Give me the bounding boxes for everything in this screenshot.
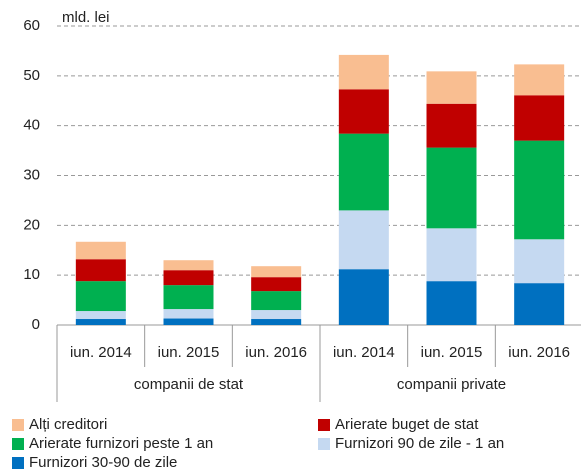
bar-segment <box>163 318 214 325</box>
bar-segment <box>338 54 389 90</box>
bar-segment <box>338 89 389 134</box>
x-tick-label: iun. 2014 <box>70 344 132 361</box>
bar-segment <box>251 310 302 320</box>
bar-segment <box>514 64 565 96</box>
x-tick-label: iun. 2014 <box>333 344 395 361</box>
bar-segment <box>251 291 302 311</box>
x-tick-label: iun. 2015 <box>158 344 220 361</box>
bar-segment <box>338 210 389 270</box>
bar-segment <box>251 277 302 292</box>
bar-segment <box>514 140 565 240</box>
bar-segment <box>338 133 389 211</box>
bar-segment <box>426 103 477 148</box>
bar-segment <box>426 281 477 325</box>
y-tick-label: 60 <box>23 17 40 34</box>
legend-swatch <box>318 419 330 431</box>
bar-segment <box>75 241 126 260</box>
bar-segment <box>251 266 302 278</box>
y-tick-label: 0 <box>32 316 40 333</box>
group-label: companii private <box>397 376 506 393</box>
bar-segment <box>163 270 214 286</box>
y-tick-label: 10 <box>23 266 40 283</box>
legend-swatch <box>318 438 330 450</box>
unit-label: mld. lei <box>62 9 110 26</box>
bar-segment <box>338 269 389 325</box>
x-tick-label: iun. 2016 <box>508 344 570 361</box>
legend-label: Furnizori 30-90 de zile <box>29 454 177 471</box>
bar-segment <box>75 311 126 320</box>
x-tick-label: iun. 2016 <box>245 344 307 361</box>
x-tick-label: iun. 2015 <box>421 344 483 361</box>
bar-segment <box>426 147 477 229</box>
bar-segment <box>163 309 214 319</box>
legend-label: Arierate furnizori peste 1 an <box>29 435 213 452</box>
legend-swatch <box>12 457 24 469</box>
bar-segment <box>75 259 126 282</box>
legend-label: Alți creditori <box>29 416 107 433</box>
legend-label: Furnizori 90 de zile - 1 an <box>335 435 504 452</box>
y-tick-label: 40 <box>23 117 40 134</box>
y-tick-label: 20 <box>23 216 40 233</box>
y-tick-label: 30 <box>23 166 40 183</box>
bar-segment <box>514 283 565 325</box>
bar-segment <box>514 239 565 284</box>
bar-segment <box>426 228 477 282</box>
bar-segment <box>75 319 126 325</box>
y-tick-label: 50 <box>23 67 40 84</box>
legend-swatch <box>12 419 24 431</box>
bar-segment <box>75 281 126 312</box>
bar-segment <box>251 319 302 325</box>
group-label: companii de stat <box>134 376 244 393</box>
bar-segment <box>163 285 214 310</box>
bar-segment <box>514 95 565 141</box>
bar-segment <box>426 71 477 104</box>
bar-segment <box>163 260 214 271</box>
legend-label: Arierate buget de stat <box>335 416 479 433</box>
legend-swatch <box>12 438 24 450</box>
